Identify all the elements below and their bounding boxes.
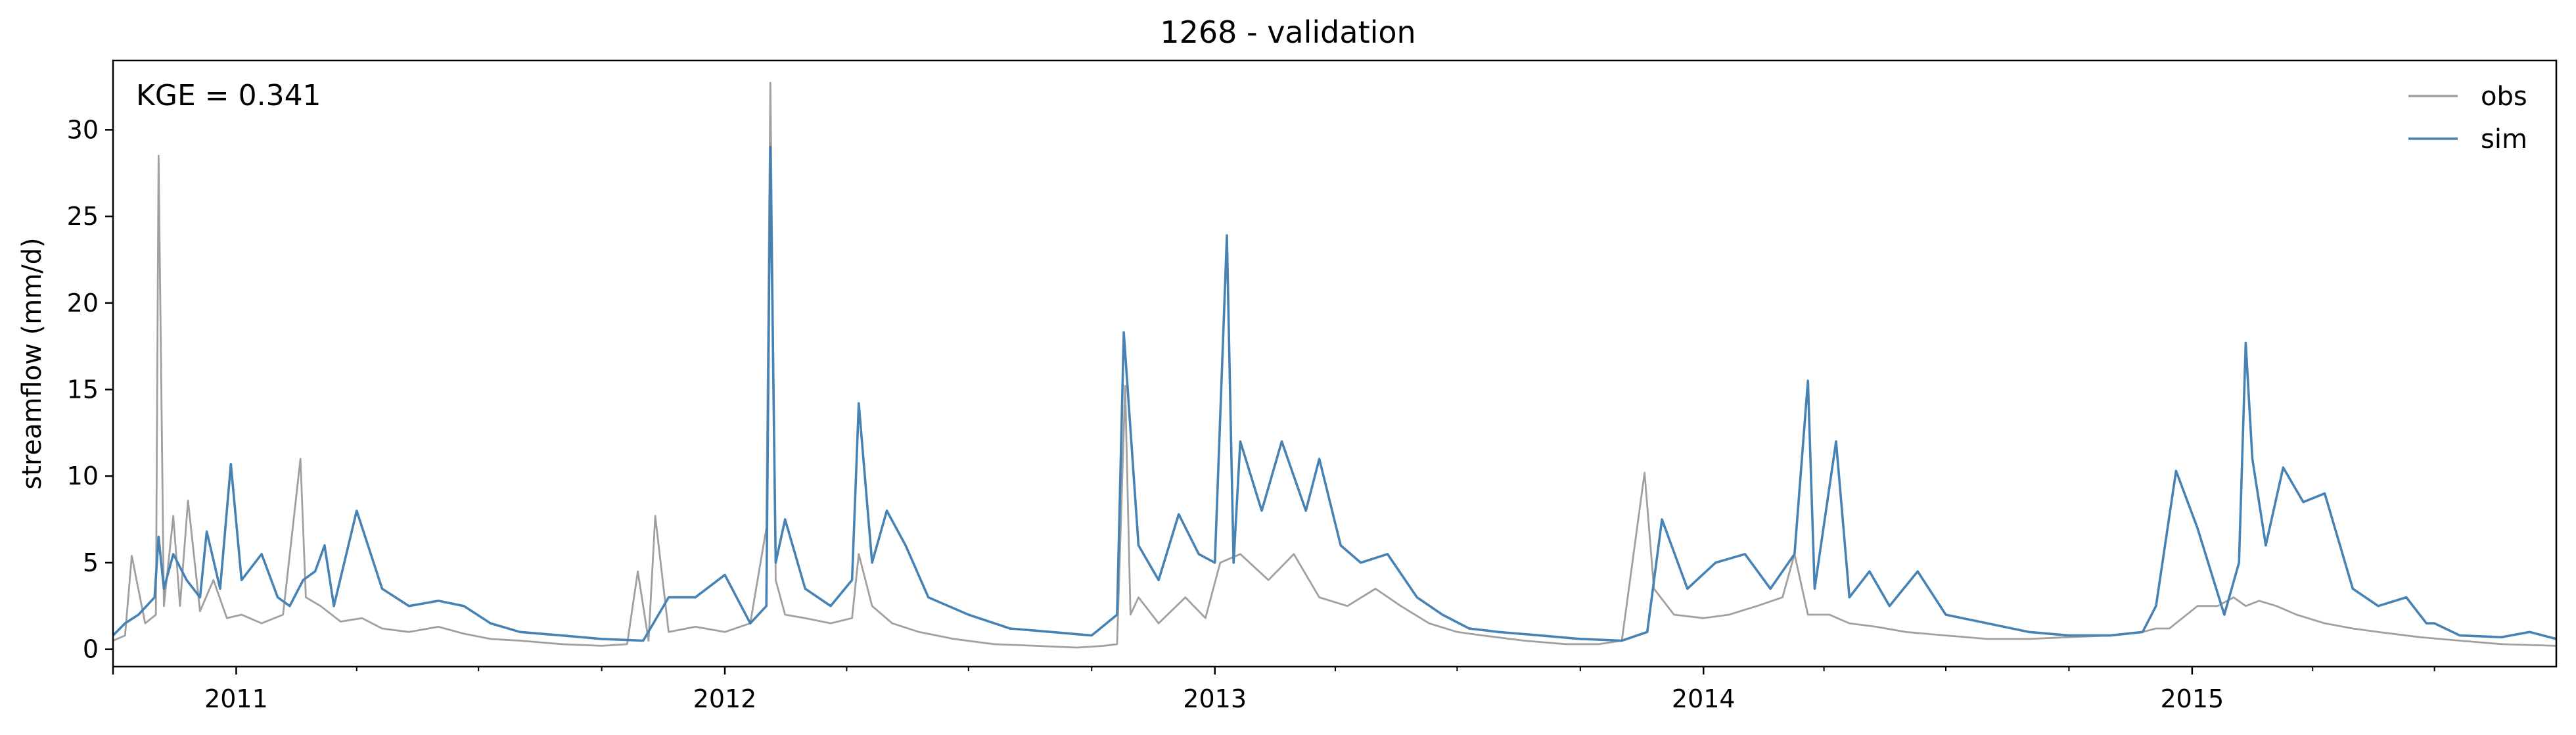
y-tick-label: 20 <box>67 289 99 318</box>
x-tick-label: 2012 <box>693 684 757 713</box>
y-axis: 0 5 10 15 20 25 30 <box>67 115 113 664</box>
series-layer <box>112 82 2557 649</box>
x-axis: 2011 2012 2013 2014 2015 <box>112 667 2435 713</box>
legend: obs sim <box>2408 82 2527 154</box>
y-axis-label: streamflow (mm/d) <box>17 237 47 489</box>
y-tick-label: 10 <box>67 462 99 490</box>
y-tick-label: 15 <box>67 375 99 404</box>
plot-area <box>113 60 2556 667</box>
x-tick-label: 2013 <box>1183 684 1247 713</box>
series-line-obs <box>112 82 2557 649</box>
x-tick-label: 2015 <box>2161 684 2224 713</box>
legend-label-sim: sim <box>2481 124 2527 154</box>
y-tick-label: 25 <box>67 202 99 231</box>
chart-title: 1268 - validation <box>1160 14 1415 50</box>
legend-label-obs: obs <box>2481 82 2527 112</box>
y-tick-label: 30 <box>67 115 99 144</box>
y-tick-label: 5 <box>83 548 99 577</box>
kge-annotation: KGE = 0.341 <box>136 79 321 112</box>
x-tick-label: 2014 <box>1672 684 1736 713</box>
series-line-sim <box>112 145 2557 642</box>
x-tick-label: 2011 <box>204 684 268 713</box>
axes-frame <box>112 59 2558 668</box>
y-tick-label: 0 <box>83 635 99 664</box>
